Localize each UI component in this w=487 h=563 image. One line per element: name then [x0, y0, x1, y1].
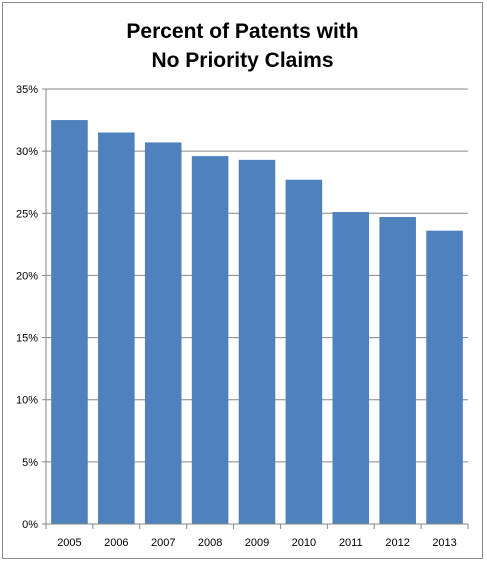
x-tick-label: 2012	[385, 537, 409, 549]
bar-2006	[98, 132, 135, 524]
axes	[42, 88, 469, 529]
x-tick-label: 2008	[198, 537, 222, 549]
bar-2010	[285, 179, 323, 524]
y-tick-label: 25%	[16, 208, 38, 220]
x-tick-label: 2010	[292, 537, 316, 549]
y-tick-label: 15%	[16, 333, 38, 345]
x-tick-label: 2013	[432, 537, 456, 549]
chart-title-line-2: No Priority Claims	[151, 49, 334, 72]
bar-2009	[238, 159, 276, 525]
chart-title: Percent of Patents with No Priority Clai…	[3, 17, 482, 75]
x-tick-label: 2011	[339, 537, 363, 549]
bar-2005	[51, 120, 88, 525]
y-tick-label: 20%	[16, 270, 38, 282]
y-tick-label: 5%	[22, 457, 38, 469]
y-tick-label: 35%	[16, 84, 38, 96]
bar-2012	[379, 217, 416, 524]
x-tick-label: 2006	[104, 537, 128, 549]
y-tick-label: 10%	[16, 395, 38, 407]
x-tick-label: 2009	[245, 537, 269, 549]
bar-2011	[332, 212, 370, 525]
y-tick-label: 0%	[22, 519, 38, 531]
bar-2013	[426, 230, 463, 524]
chart-title-line-1: Percent of Patents with	[126, 20, 359, 43]
y-tick-label: 30%	[16, 146, 38, 158]
bars	[51, 120, 463, 525]
x-tick-label: 2007	[151, 537, 175, 549]
x-tick-label: 2005	[57, 537, 81, 549]
bar-2008	[191, 156, 229, 524]
tick-labels: 0% 5% 10% 15% 20% 25% 30% 35% 2005 2006 2007 2008 20…	[16, 84, 457, 549]
bar-2007	[144, 142, 182, 524]
